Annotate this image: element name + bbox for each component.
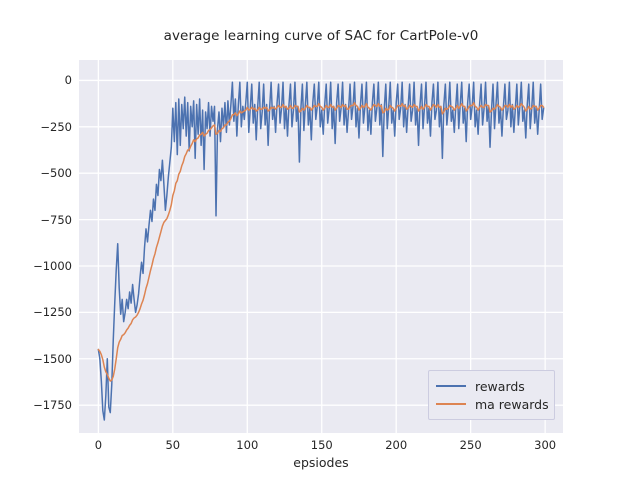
plot-svg xyxy=(79,60,563,433)
x-axis-tick-labels: 0 50 100 150 200 250 300 xyxy=(79,433,563,459)
y-axis-tick-labels: 0 −250 −500 −750 −1000 −1250 −1500 −1750 xyxy=(0,60,72,433)
y-tick-label: −1250 xyxy=(33,305,72,320)
chart-legend[interactable]: rewards ma rewards xyxy=(428,370,555,420)
x-tick-label: 0 xyxy=(94,438,103,452)
y-tick-label: −1500 xyxy=(33,351,72,366)
y-tick-label: −750 xyxy=(40,212,72,227)
x-tick-label: 250 xyxy=(459,438,482,452)
plot-area xyxy=(79,60,563,433)
x-tick-label: 150 xyxy=(310,438,333,452)
legend-swatch-ma-rewards xyxy=(436,403,466,405)
page-title: average learning curve of SAC for CartPo… xyxy=(163,28,479,44)
y-tick-label: −500 xyxy=(40,166,72,181)
series-line-ma-rewards xyxy=(97,101,545,382)
y-tick-label: 0 xyxy=(64,73,72,88)
y-tick-label: −1000 xyxy=(33,258,72,273)
legend-label-ma-rewards: ma rewards xyxy=(475,396,549,412)
data-series xyxy=(97,81,545,421)
x-axis-label: epsiodes xyxy=(293,455,349,470)
x-tick-label: 50 xyxy=(165,438,181,452)
legend-swatch-rewards xyxy=(436,385,466,387)
x-tick-label: 200 xyxy=(385,438,408,452)
series-line-rewards xyxy=(97,81,545,421)
y-tick-label: −250 xyxy=(40,119,72,134)
legend-label-rewards: rewards xyxy=(475,378,525,394)
legend-item-rewards[interactable]: rewards xyxy=(436,377,546,395)
x-tick-label: 300 xyxy=(534,438,557,452)
y-tick-label: −1750 xyxy=(33,398,72,413)
legend-item-ma-rewards[interactable]: ma rewards xyxy=(436,395,549,413)
x-tick-label: 100 xyxy=(236,438,259,452)
